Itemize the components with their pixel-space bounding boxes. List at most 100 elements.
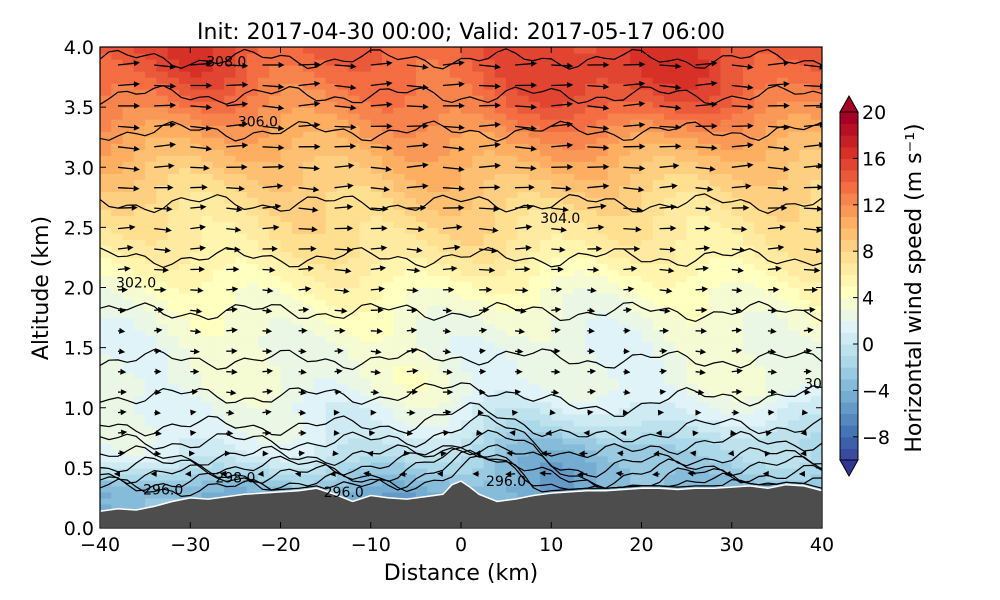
field-cell (291, 413, 304, 421)
field-cell (483, 221, 496, 228)
field-cell (438, 467, 451, 475)
field-cell (156, 209, 169, 216)
field-cell (675, 203, 688, 210)
field-cell (517, 239, 530, 246)
field-cell (585, 233, 597, 240)
field-cell (506, 227, 518, 234)
field-cell (145, 155, 157, 162)
field-cell (415, 293, 428, 301)
field-cell (618, 377, 631, 385)
field-cell (449, 473, 462, 481)
field-cell (235, 197, 248, 204)
field-cell (618, 479, 631, 487)
field-cell (449, 395, 462, 403)
field-cell (607, 143, 620, 150)
field-cell (652, 317, 665, 325)
field-cell (359, 341, 372, 349)
field-cell (551, 317, 564, 325)
field-cell (201, 209, 214, 216)
field-cell (145, 227, 157, 234)
field-cell (235, 227, 248, 234)
field-cell (517, 197, 530, 204)
field-cell (201, 71, 214, 78)
field-cell (483, 407, 496, 415)
field-cell (765, 89, 778, 96)
field-cell (562, 299, 575, 307)
field-cell (133, 269, 146, 277)
field-cell (686, 71, 699, 78)
field-cell (404, 305, 417, 313)
field-cell (528, 335, 541, 343)
field-cell (630, 209, 643, 216)
field-cell (573, 251, 586, 258)
field-cell (720, 185, 733, 192)
field-cell (427, 179, 440, 186)
field-cell (765, 95, 778, 102)
field-cell (235, 413, 248, 421)
field-cell (788, 233, 801, 240)
field-cell (314, 53, 327, 60)
field-cell (404, 149, 417, 156)
field-cell (235, 419, 248, 427)
field-cell (133, 365, 146, 373)
field-cell (291, 125, 304, 132)
field-cell (709, 419, 722, 427)
field-cell (573, 323, 586, 331)
field-cell (765, 101, 778, 108)
field-cell (235, 167, 248, 174)
field-cell (370, 71, 383, 78)
field-cell (427, 449, 440, 457)
field-cell (280, 329, 293, 337)
field-cell (325, 305, 338, 313)
field-cell (472, 275, 485, 283)
field-cell (709, 311, 722, 319)
field-cell (618, 395, 631, 403)
field-cell (280, 419, 293, 427)
field-cell (133, 197, 146, 204)
field-cell (618, 53, 631, 60)
field-cell (212, 299, 225, 307)
field-cell (359, 71, 372, 78)
field-cell (393, 323, 406, 331)
field-cell (246, 407, 259, 415)
field-cell (212, 245, 225, 252)
field-cell (257, 95, 270, 102)
field-cell (720, 443, 733, 451)
field-cell (145, 353, 157, 361)
field-cell (630, 269, 643, 277)
field-cell (100, 227, 112, 234)
field-cell (686, 191, 699, 198)
field-cell (438, 251, 451, 258)
field-cell (156, 311, 169, 319)
field-cell (190, 467, 203, 475)
field-cell (438, 95, 451, 102)
field-cell (540, 179, 552, 186)
field-cell (393, 383, 406, 391)
field-cell (156, 137, 169, 144)
field-cell (156, 47, 169, 54)
field-cell (167, 203, 180, 210)
field-cell (336, 401, 349, 409)
field-cell (517, 65, 530, 72)
field-cell (179, 119, 191, 126)
field-cell (314, 275, 327, 283)
field-cell (269, 269, 282, 277)
field-cell (415, 89, 428, 96)
field-cell (618, 101, 631, 108)
field-cell (675, 227, 688, 234)
field-cell (156, 455, 169, 463)
field-cell (382, 479, 394, 487)
field-cell (720, 341, 733, 349)
field-cell (314, 203, 327, 210)
field-cell (415, 131, 428, 138)
field-cell (325, 53, 338, 60)
field-cell (765, 431, 778, 439)
field-cell (709, 347, 722, 355)
field-cell (427, 467, 440, 475)
field-cell (596, 419, 609, 427)
field-cell (585, 113, 597, 120)
field-cell (280, 89, 293, 96)
field-cell (652, 203, 665, 210)
field-cell (596, 173, 609, 180)
field-cell (630, 131, 643, 138)
